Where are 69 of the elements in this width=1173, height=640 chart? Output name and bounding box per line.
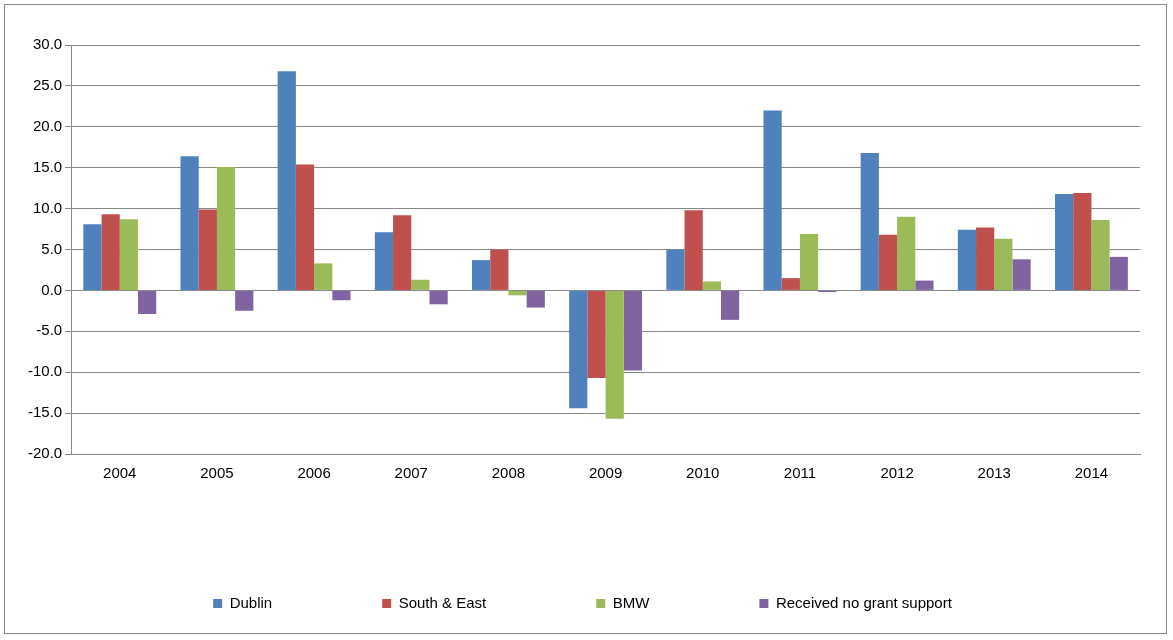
x-tick-label: 2012 [880,464,914,482]
bar [180,156,199,290]
bar [295,164,315,290]
bar [666,249,685,290]
bar [684,210,703,290]
bar [411,279,430,290]
bar [994,238,1013,290]
bar [702,281,721,290]
bar [569,290,588,409]
bar [763,110,782,290]
bar [1012,259,1031,290]
y-tick-label: 30.0 [32,35,63,53]
bar [781,278,800,290]
legend-label: Received no grant support [775,593,953,611]
x-tick-label: 2008 [491,464,526,482]
x-tick-label: 2006 [297,464,331,482]
legend-label: South & East [398,593,488,611]
bar [101,214,120,290]
bar [83,224,102,290]
bar [860,152,879,290]
bar [471,260,491,290]
bar [1109,256,1128,290]
y-tick-label: -20.0 [27,444,63,462]
bar [957,229,977,290]
bar [976,227,995,290]
bar [508,290,527,296]
bar [897,216,916,290]
y-tick-label: 0.0 [41,280,63,298]
x-tick-label: 2007 [394,464,428,482]
x-tick-label: 2010 [686,464,720,482]
bar [235,290,254,311]
bar [720,290,740,320]
bar [799,233,819,290]
bar [1054,193,1074,290]
bar [587,290,606,378]
y-tick-label: -15.0 [27,403,63,421]
bar [119,219,138,290]
legend-label: BMW [612,593,651,611]
bar [429,290,448,305]
x-tick-label: 2004 [103,464,137,482]
y-tick-label: 20.0 [32,116,63,134]
bar [526,290,545,308]
bar [374,232,394,290]
bar [878,234,898,290]
bar [216,166,236,290]
bar [198,209,217,290]
bar [332,290,351,301]
bar [314,263,333,290]
x-tick-label: 2013 [977,464,1011,482]
y-tick-label: 10.0 [32,198,63,216]
bar [1073,193,1092,290]
y-tick-label: -10.0 [27,362,63,380]
y-tick-label: 5.0 [41,239,63,257]
bar [1091,220,1110,290]
bar [915,280,934,290]
x-tick-label: 2009 [588,464,623,482]
y-tick-label: 15.0 [32,157,63,175]
bar [623,290,643,371]
x-tick-label: 2005 [200,464,234,482]
x-tick-label: 2011 [783,464,817,482]
y-tick-label: -5.0 [36,321,63,339]
bar [490,249,509,290]
bar [137,290,157,315]
bar [605,290,624,419]
x-tick-label: 2014 [1074,464,1109,482]
legend-label: Dublin [229,593,273,611]
bar [393,215,412,290]
y-tick-label: 25.0 [32,76,63,94]
bar [277,71,296,290]
